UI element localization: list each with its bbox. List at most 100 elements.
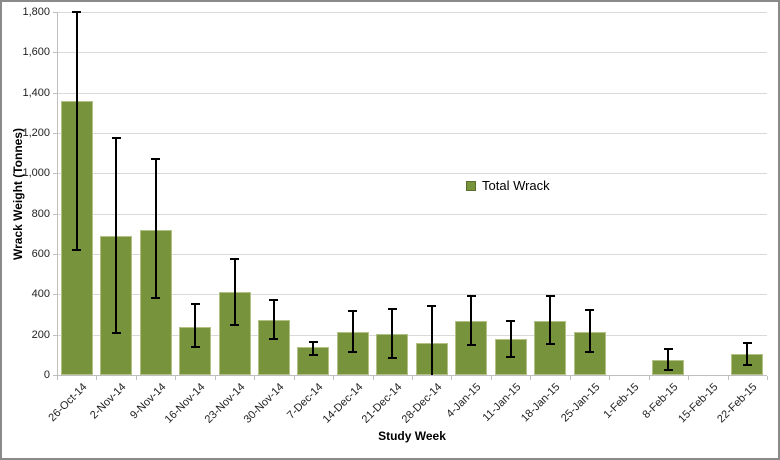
x-tick-mark-1 xyxy=(96,376,98,380)
error-cap-low-11-Jan-15 xyxy=(506,355,516,358)
error-cap-high-9-Nov-14 xyxy=(151,158,161,161)
error-cap-low-7-Dec-14 xyxy=(308,353,318,356)
gridline-800 xyxy=(57,213,767,215)
x-tick-mark-7 xyxy=(333,376,335,380)
error-cap-low-2-Nov-14 xyxy=(111,331,121,334)
x-tick-mark-8 xyxy=(372,376,374,380)
x-axis-title: Study Week xyxy=(378,429,446,443)
error-bar-11-Jan-15 xyxy=(509,320,512,357)
y-tick-mark-600 xyxy=(53,254,57,255)
error-cap-high-28-Dec-14 xyxy=(427,305,437,308)
error-cap-low-26-Oct-14 xyxy=(72,248,82,251)
y-tick-label-1800: 1,800 xyxy=(22,6,50,18)
y-tick-label-200: 200 xyxy=(31,328,50,341)
legend: Total Wrack xyxy=(466,178,550,193)
error-cap-high-14-Dec-14 xyxy=(348,310,358,313)
y-tick-label-0: 0 xyxy=(43,369,50,381)
y-tick-label-1000: 1,000 xyxy=(22,167,50,180)
error-cap-high-11-Jan-15 xyxy=(506,319,516,322)
error-cap-low-16-Nov-14 xyxy=(190,345,200,348)
legend-label-total-wrack: Total Wrack xyxy=(482,178,550,193)
error-bar-25-Jan-15 xyxy=(588,310,591,352)
error-bar-14-Dec-14 xyxy=(351,311,354,352)
y-tick-label-1200: 1,200 xyxy=(22,127,50,139)
error-bar-28-Dec-14 xyxy=(430,306,433,375)
x-tick-mark-13 xyxy=(569,376,571,380)
gridline-1400 xyxy=(57,92,767,94)
x-tick-mark-9 xyxy=(412,376,413,380)
error-cap-low-4-Jan-15 xyxy=(466,343,476,346)
y-tick-mark-0 xyxy=(53,375,57,376)
error-bar-4-Jan-15 xyxy=(470,296,473,345)
x-tick-mark-18 xyxy=(767,376,768,380)
error-cap-low-8-Feb-15 xyxy=(663,368,673,371)
x-tick-label-26-Oct-14: 26-Oct-14 xyxy=(46,381,90,425)
gridline-600 xyxy=(57,254,767,255)
error-cap-low-22-Feb-15 xyxy=(742,363,752,366)
error-bar-9-Nov-14 xyxy=(154,159,157,299)
x-tick-mark-3 xyxy=(175,376,177,380)
y-tick-mark-1200 xyxy=(53,133,57,134)
x-tick-mark-0 xyxy=(57,376,58,380)
gridline-400 xyxy=(57,294,767,296)
x-tick-mark-12 xyxy=(530,376,532,380)
error-cap-low-18-Jan-15 xyxy=(545,342,555,345)
y-tick-mark-1600 xyxy=(53,52,57,54)
y-tick-label-400: 400 xyxy=(31,288,50,301)
error-cap-low-23-Nov-14 xyxy=(230,323,239,326)
error-cap-low-25-Jan-15 xyxy=(585,350,594,353)
gridline-1000 xyxy=(57,173,767,175)
error-bar-18-Jan-15 xyxy=(549,296,552,344)
error-bar-2-Nov-14 xyxy=(115,138,118,333)
error-bar-30-Nov-14 xyxy=(272,300,275,339)
y-tick-label-1400: 1,400 xyxy=(22,86,50,99)
error-bar-22-Feb-15 xyxy=(746,342,749,365)
x-tick-mark-2 xyxy=(135,376,137,380)
error-cap-high-30-Nov-14 xyxy=(269,299,279,302)
x-axis-line xyxy=(57,375,767,376)
error-bar-8-Feb-15 xyxy=(667,348,670,370)
error-cap-low-21-Dec-14 xyxy=(387,356,397,359)
x-tick-mark-17 xyxy=(727,376,729,380)
x-tick-mark-6 xyxy=(293,376,295,380)
error-cap-high-21-Dec-14 xyxy=(387,308,397,311)
error-cap-high-16-Nov-14 xyxy=(190,303,200,306)
y-tick-label-1600: 1,600 xyxy=(22,46,50,59)
y-tick-mark-800 xyxy=(53,213,57,215)
x-tick-mark-11 xyxy=(490,376,492,380)
y-axis-title: Wrack Weight (Tonnes) xyxy=(11,127,25,261)
x-tick-mark-10 xyxy=(451,376,453,380)
x-tick-mark-14 xyxy=(609,376,611,380)
error-cap-high-22-Feb-15 xyxy=(742,341,752,344)
gridline-1200 xyxy=(57,133,767,134)
x-tick-mark-15 xyxy=(648,376,650,380)
y-tick-mark-1000 xyxy=(53,173,57,175)
y-tick-mark-200 xyxy=(53,334,57,336)
error-cap-low-30-Nov-14 xyxy=(269,337,279,340)
legend-swatch-total-wrack xyxy=(466,180,476,191)
error-bar-26-Oct-14 xyxy=(75,12,78,250)
x-tick-mark-16 xyxy=(688,376,690,380)
y-tick-mark-400 xyxy=(53,294,57,296)
y-tick-label-800: 800 xyxy=(31,207,50,220)
gridline-1600 xyxy=(57,52,767,54)
error-bar-23-Nov-14 xyxy=(233,259,236,325)
x-tick-mark-5 xyxy=(254,376,256,380)
error-bar-21-Dec-14 xyxy=(391,309,394,358)
error-cap-low-9-Nov-14 xyxy=(151,297,161,300)
y-tick-mark-1400 xyxy=(53,92,57,94)
error-cap-high-8-Feb-15 xyxy=(663,347,673,350)
error-cap-high-2-Nov-14 xyxy=(111,137,121,140)
error-bar-7-Dec-14 xyxy=(312,341,315,355)
error-cap-high-18-Jan-15 xyxy=(545,295,555,298)
gridline-200 xyxy=(57,334,767,336)
error-bar-16-Nov-14 xyxy=(194,304,197,347)
y-tick-label-600: 600 xyxy=(31,248,50,260)
error-cap-high-25-Jan-15 xyxy=(585,309,594,312)
error-cap-low-14-Dec-14 xyxy=(348,350,358,353)
error-cap-high-26-Oct-14 xyxy=(72,11,82,13)
x-tick-mark-4 xyxy=(214,376,216,380)
error-cap-high-23-Nov-14 xyxy=(230,258,239,261)
error-cap-high-4-Jan-15 xyxy=(466,295,476,298)
